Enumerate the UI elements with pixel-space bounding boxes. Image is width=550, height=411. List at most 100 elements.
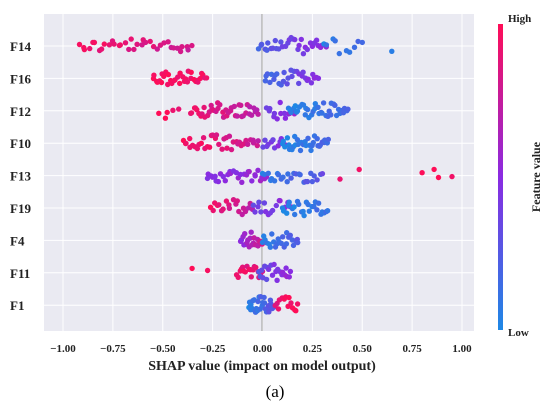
shap-point-f12: [254, 107, 260, 113]
shap-point-f13: [249, 178, 255, 184]
shap-point-f4: [248, 229, 254, 235]
shap-point-f19: [315, 200, 322, 206]
shap-point-f16: [177, 80, 183, 87]
shap-point-f12: [294, 108, 301, 114]
shap-point-f4: [247, 235, 253, 241]
shap-point-f11: [259, 267, 265, 273]
shap-point-f12: [176, 106, 182, 112]
shap-point-f19: [256, 199, 262, 205]
shap-point-f16: [203, 75, 210, 81]
shap-point-f14: [264, 47, 270, 53]
shap-point-f12: [231, 103, 237, 110]
shap-point-f12: [201, 104, 207, 111]
feature-label: F4: [10, 233, 25, 248]
shap-point-f14: [147, 38, 153, 45]
shap-point-f14: [355, 38, 361, 45]
shap-point-f14: [323, 42, 330, 48]
shap-point-f11: [189, 265, 195, 272]
shap-point-f14: [111, 41, 117, 47]
shap-point-f1: [255, 298, 261, 305]
shap-point-f13: [246, 168, 252, 175]
shap-point-f14: [336, 50, 342, 57]
shap-point-f19: [306, 208, 312, 214]
shap-point-f12: [292, 103, 298, 109]
x-tick-label: 0.75: [403, 343, 423, 355]
shap-point-f12: [162, 115, 169, 121]
shap-point-f16: [262, 78, 269, 84]
colorbar: [498, 24, 503, 330]
shap-point-f10: [198, 140, 204, 146]
shap-point-f13: [239, 179, 245, 185]
shap-point-f4: [269, 231, 275, 237]
shap-point-f14: [258, 41, 265, 47]
shap-point-f14: [359, 39, 365, 46]
shap-point-f13: [233, 170, 240, 176]
shap-point-f16: [151, 72, 157, 78]
shap-point-f10: [275, 143, 281, 149]
feature-label: F12: [10, 104, 31, 119]
shap-point-f19: [291, 204, 297, 210]
shap-point-f13: [449, 173, 455, 180]
shap-point-f10: [219, 146, 225, 152]
shap-point-f10: [200, 135, 207, 141]
shap-point-f13: [222, 178, 228, 184]
figure-caption: (a): [265, 382, 285, 401]
shap-point-f19: [261, 200, 268, 206]
shap-point-f13: [252, 173, 258, 179]
shap-point-f16: [267, 79, 273, 86]
shap-point-f10: [250, 140, 257, 146]
shap-point-f16: [315, 75, 322, 82]
shap-point-f13: [285, 171, 291, 177]
shap-point-f10: [255, 138, 261, 144]
shap-point-f16: [158, 79, 165, 86]
shap-point-f4: [295, 239, 301, 246]
shap-point-f16: [296, 80, 302, 87]
shap-point-f14: [332, 38, 338, 44]
shap-point-f1: [293, 308, 299, 314]
shap-point-f19: [296, 201, 302, 207]
shap-point-f14: [161, 40, 167, 46]
shap-point-f12: [238, 102, 244, 109]
shap-point-f14: [272, 37, 278, 44]
shap-point-f12: [274, 116, 280, 122]
shap-point-f12: [320, 100, 327, 106]
shap-point-f1: [286, 294, 292, 301]
shap-point-f12: [332, 102, 338, 109]
shap-point-f10: [284, 135, 291, 141]
shap-point-f10: [183, 140, 189, 147]
shap-point-f12: [271, 110, 278, 117]
shap-point-f11: [283, 265, 289, 271]
shap-point-f14: [389, 48, 395, 54]
shap-point-f11: [265, 266, 272, 272]
shap-point-f14: [351, 44, 358, 50]
shap-point-f10: [216, 141, 222, 148]
shap-point-f16: [188, 69, 194, 76]
shap-point-f16: [300, 69, 306, 75]
shap-point-f4: [290, 242, 297, 249]
shap-point-f19: [284, 210, 290, 216]
feature-label: F1: [10, 298, 24, 313]
shap-point-f14: [278, 39, 284, 45]
shap-point-f13: [215, 178, 222, 185]
shap-point-f4: [283, 241, 290, 247]
shap-point-f14: [300, 51, 307, 57]
shap-point-f14: [265, 40, 271, 46]
shap-point-f10: [187, 135, 193, 142]
shap-point-f12: [217, 102, 223, 108]
shap-point-f10: [194, 145, 201, 152]
shap-point-f10: [270, 137, 276, 143]
shap-point-f14: [154, 46, 160, 52]
shap-point-f16: [264, 71, 271, 77]
feature-label: F16: [10, 71, 31, 86]
shap-point-f4: [242, 231, 248, 237]
shap-point-f19: [216, 202, 222, 208]
shap-point-f10: [314, 136, 320, 142]
shap-point-f11: [286, 274, 292, 280]
shap-point-f12: [277, 99, 283, 106]
shap-point-f12: [304, 106, 311, 113]
shap-point-f12: [188, 110, 195, 116]
shap-point-f11: [242, 269, 248, 275]
shap-point-f4: [287, 232, 293, 238]
x-tick-label: 0.25: [303, 343, 323, 355]
